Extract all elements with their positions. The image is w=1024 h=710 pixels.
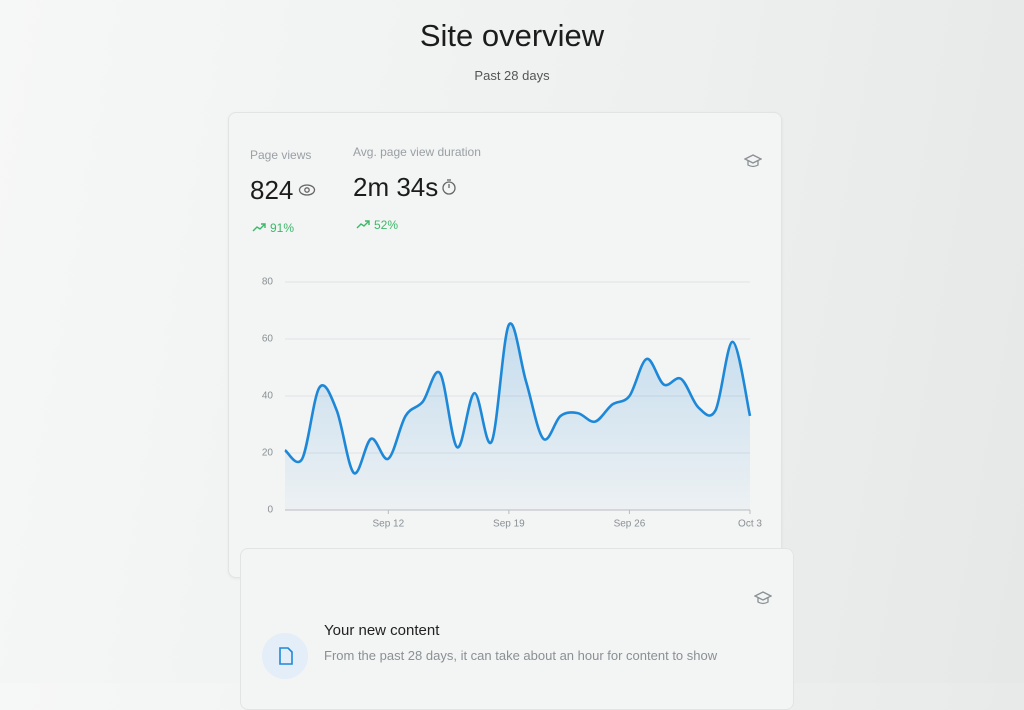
stat-change: 52% (374, 218, 399, 232)
x-tick-label: Sep 19 (493, 519, 525, 530)
content-title: Your new content (324, 622, 440, 639)
page-subtitle: Past 28 days (474, 68, 550, 83)
line-series (284, 322, 752, 475)
doc-icon (262, 633, 308, 679)
page-title: Site overview (419, 18, 605, 53)
content-text: From the past 28 days, it can take about… (324, 648, 718, 663)
stat-value: 824 (250, 175, 294, 205)
trend-icon (356, 220, 370, 229)
stat-label: Page views (250, 148, 312, 162)
eye-icon (298, 184, 316, 196)
stat-label: Avg. page view duration (353, 145, 481, 159)
y-tick-label: 80 (262, 277, 274, 288)
x-tick-label: Sep 26 (614, 519, 646, 530)
trend-icon (252, 223, 266, 232)
x-tick-label: Sep 12 (372, 519, 404, 530)
learn-icon (754, 591, 772, 605)
timer-icon (442, 179, 456, 195)
line-chart: 0 20 40 60 80 Sep 12 Sep 19 Sep 26 Oct 3 (262, 277, 763, 530)
learn-icon (744, 154, 762, 168)
stat-value: 2m 34s (353, 172, 439, 202)
y-tick-label: 20 (262, 448, 274, 459)
stat-change: 91% (270, 221, 295, 235)
x-tick-label: Oct 3 (738, 519, 762, 530)
line-area (285, 323, 750, 510)
y-tick-label: 40 (262, 391, 274, 402)
y-tick-label: 60 (262, 334, 274, 345)
y-tick-label: 0 (267, 505, 273, 516)
